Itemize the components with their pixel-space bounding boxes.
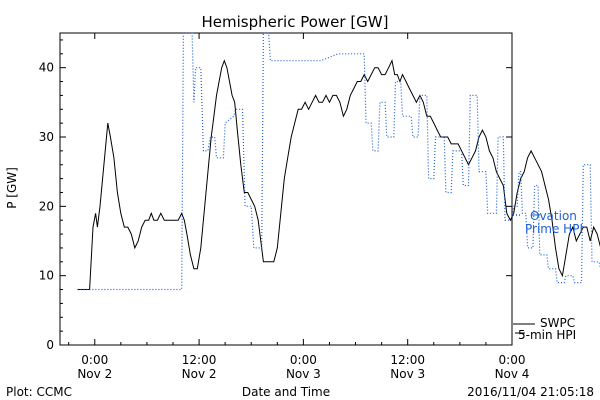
y-tick-label-2: 20 (39, 199, 54, 213)
plot-credit: Plot: CCMC (6, 385, 72, 399)
y-tick-label-3: 30 (39, 130, 54, 144)
chart-title: Hemispheric Power [GW] (202, 13, 389, 31)
y-axis-label: P [GW] (5, 167, 19, 209)
legend-item-swpc: SWPC 5-min HPI (513, 316, 576, 342)
legend-ovation-line1: Ovation (530, 209, 577, 223)
y-axis: 0 10 20 30 40 (39, 39, 512, 352)
x-tick-time-1: 12:00 (182, 353, 217, 367)
x-axis-label: Date and Time (242, 385, 330, 399)
x-tick-date-1: Nov 2 (182, 367, 217, 381)
plot-frame (59, 32, 513, 346)
series-layer (77, 32, 600, 291)
x-tick-time-0: 0:00 (81, 353, 108, 367)
legend: Ovation Prime HPI SWPC 5-min HPI (513, 209, 583, 342)
legend-ovation-line2: Prime HPI (525, 222, 583, 236)
x-tick-date-5: Nov 4 (599, 367, 600, 381)
y-tick-label-4: 40 (39, 61, 54, 75)
series-line-swpc (77, 59, 600, 290)
x-tick-time-3: 12:00 (390, 353, 425, 367)
x-tick-date-2: Nov 3 (286, 367, 321, 381)
x-tick-date-3: Nov 3 (390, 367, 425, 381)
series-line-ovation (77, 32, 600, 291)
y-tick-label-0: 0 (46, 338, 54, 352)
x-tick-date-0: Nov 2 (77, 367, 112, 381)
legend-swpc-line2: 5-min HPI (518, 328, 576, 342)
x-tick-time-2: 0:00 (290, 353, 317, 367)
x-tick-time-4: 0:00 (499, 353, 526, 367)
y-tick-label-1: 10 (39, 269, 54, 283)
legend-item-ovation: Ovation Prime HPI (513, 209, 583, 236)
timestamp: 2016/11/04 21:05:18 (467, 385, 594, 399)
x-tick-date-4: Nov 4 (495, 367, 530, 381)
legend-swpc-line1: SWPC (540, 316, 575, 330)
